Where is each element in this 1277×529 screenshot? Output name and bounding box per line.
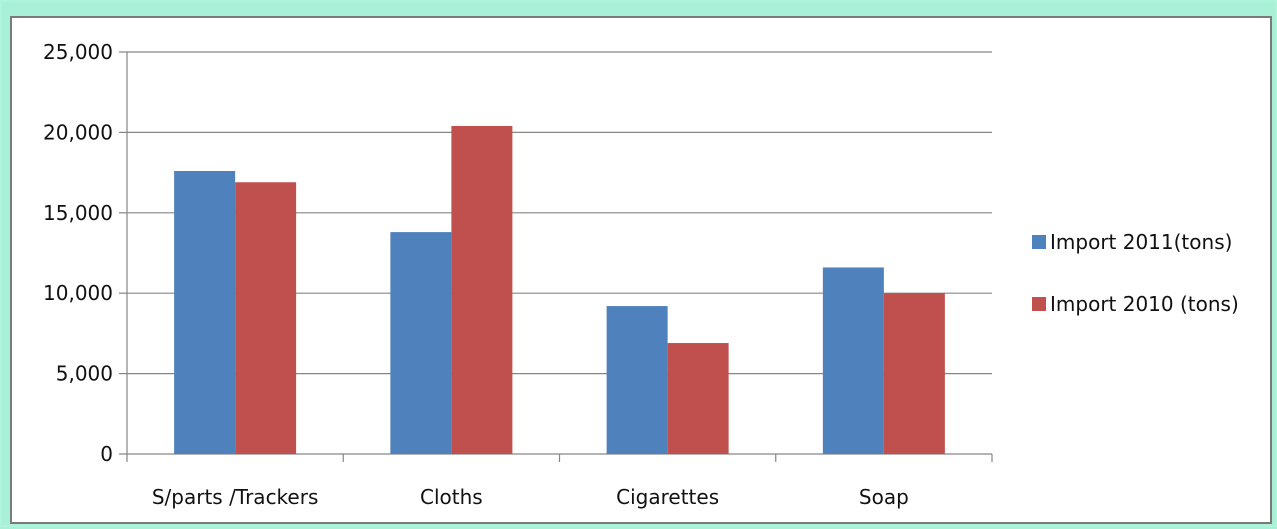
y-tick-label: 5,000 [56,362,113,386]
y-tick-label: 25,000 [43,40,113,64]
bar-series-1 [174,170,236,454]
x-category-label: S/parts /Trackers [152,485,319,509]
bar-series-1 [822,267,884,454]
bar-series-2 [235,182,297,455]
bar-series-1 [606,306,668,454]
legend-label: Import 2011(tons) [1050,230,1232,254]
y-tick-label: 15,000 [43,201,113,225]
legend-swatch [1032,297,1046,311]
y-tick-label: 20,000 [43,120,113,144]
x-category-label: Cloths [420,485,483,509]
legend-label: Import 2010 (tons) [1050,292,1239,316]
bar-series-1 [390,232,452,454]
x-category-label: Cigarettes [616,485,719,509]
y-tick-label: 0 [100,442,113,466]
bar-series-2 [883,293,945,454]
bar-series-2 [451,125,513,454]
y-tick-label: 10,000 [43,281,113,305]
bar-series-2 [667,343,729,454]
legend-swatch [1032,235,1046,249]
x-category-label: Soap [859,485,909,509]
